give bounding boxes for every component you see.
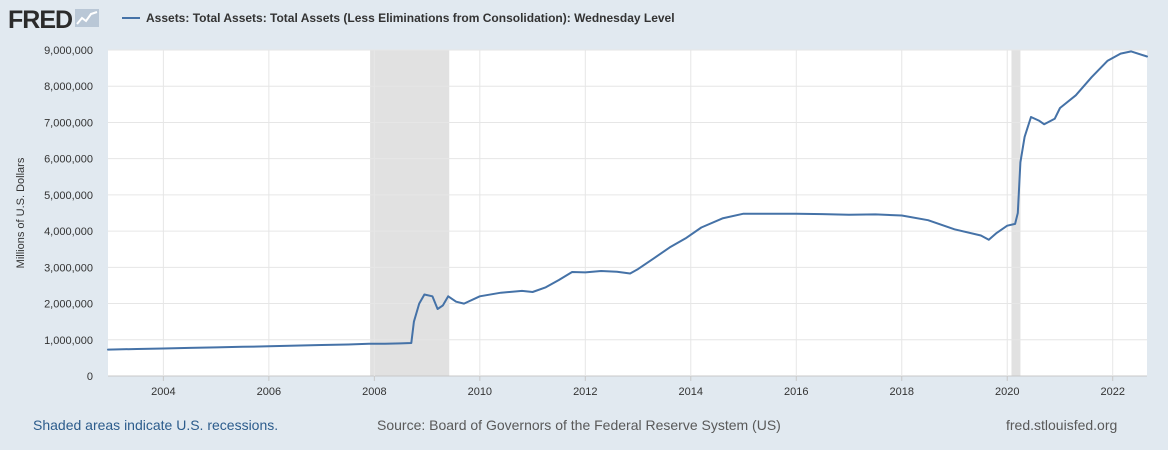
- y-tick-label: 6,000,000: [44, 154, 93, 166]
- recessions-link[interactable]: Shaded areas indicate U.S. recessions.: [33, 417, 279, 433]
- plot-area: [108, 50, 1147, 376]
- x-axis-ticks: 2004 2006 2008 2010 2012 2014 2016 2018 2020 2022: [151, 376, 1125, 398]
- logo-text: FRED: [8, 6, 73, 34]
- y-tick-label: 5,000,000: [44, 190, 93, 202]
- x-tick-label: 2004: [151, 386, 175, 398]
- gridlines: [108, 49, 1147, 377]
- x-tick-label: 2018: [890, 386, 914, 398]
- recession-band-1: [1011, 50, 1021, 376]
- x-tick-label: 2016: [784, 386, 808, 398]
- legend-swatch: [122, 17, 140, 19]
- chart-line-icon: [75, 8, 100, 32]
- chart-legend: Assets: Total Assets: Total Assets (Less…: [122, 11, 675, 25]
- fred-logo[interactable]: FRED: [8, 6, 100, 34]
- x-tick-label: 2008: [362, 386, 386, 398]
- x-tick-label: 2012: [573, 386, 597, 398]
- series-lines: [107, 50, 1148, 351]
- x-tick-label: 2022: [1100, 386, 1124, 398]
- y-tick-label: 0: [87, 371, 93, 383]
- x-tick-label: 2006: [257, 386, 281, 398]
- y-axis-ticks: 0 1,000,000 2,000,000 3,000,000 4,000,000 5,0…: [44, 45, 93, 383]
- recession-shading: [370, 50, 1021, 376]
- x-tick-label: 2020: [995, 386, 1019, 398]
- y-tick-label: 4,000,000: [44, 226, 93, 238]
- series-line-0: [107, 50, 1148, 351]
- recession-band-0: [370, 50, 450, 376]
- x-tick-label: 2014: [679, 386, 703, 398]
- y-axis-label: Millions of U.S. Dollars: [15, 157, 27, 268]
- source-note: Source: Board of Governors of the Federa…: [377, 417, 781, 433]
- legend-label: Assets: Total Assets: Total Assets (Less…: [146, 11, 675, 25]
- y-tick-label: 1,000,000: [44, 335, 93, 347]
- y-tick-label: 8,000,000: [44, 81, 93, 93]
- y-tick-label: 9,000,000: [44, 45, 93, 57]
- y-tick-label: 7,000,000: [44, 117, 93, 129]
- y-tick-label: 2,000,000: [44, 299, 93, 311]
- site-link[interactable]: fred.stlouisfed.org: [1006, 417, 1118, 433]
- x-tick-label: 2010: [468, 386, 492, 398]
- y-tick-label: 3,000,000: [44, 262, 93, 274]
